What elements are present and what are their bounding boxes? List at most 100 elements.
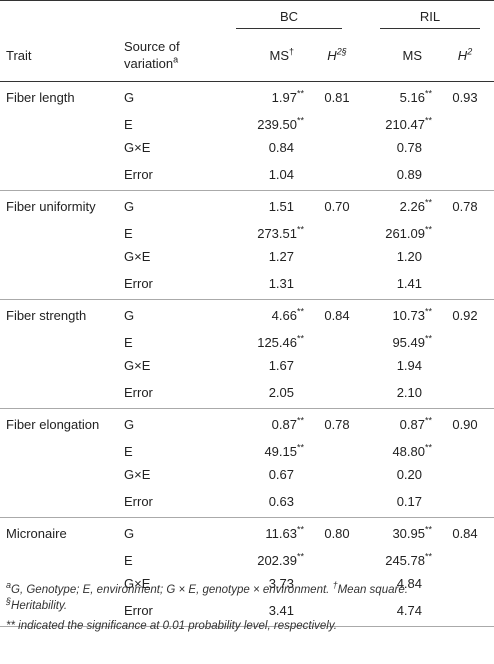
cell-bc-h2 — [308, 113, 366, 136]
cell-ril-ms: 30.95** — [392, 524, 432, 541]
cell-bc-h2 — [308, 463, 366, 486]
cell-ril-h2 — [436, 354, 494, 377]
cell-ril-h2: 0.90 — [452, 417, 478, 432]
header-ril-ms: MS — [402, 47, 423, 63]
cell-source: Error — [124, 377, 212, 409]
header-empty-source — [124, 1, 212, 30]
cell-bc-ms: 125.46** — [257, 333, 304, 350]
cell-source: G×E — [124, 358, 151, 373]
cell-bc-h2 — [308, 486, 366, 518]
table-row: Error 1.04 0.89 — [0, 159, 494, 191]
cell-trait — [0, 463, 124, 486]
cell-source: G — [124, 199, 135, 214]
cell-trait: Fiber strength — [6, 308, 87, 323]
cell-bc-ms: 11.63** — [265, 524, 304, 541]
cell-source: G — [124, 90, 135, 105]
footnote-3: ** indicated the significance at 0.01 pr… — [6, 620, 337, 632]
table-row: E 202.39** 245.78** — [0, 549, 494, 572]
cell-source: E — [124, 226, 133, 241]
cell-bc-ms: 1.51 — [268, 199, 294, 214]
cell-ril-ms: 48.80** — [392, 442, 432, 459]
cell-bc-ms: 1.67 — [268, 358, 294, 373]
cell-ril-h2 — [436, 222, 494, 245]
table-row: G×E 1.67 1.94 — [0, 354, 494, 377]
cell-ril-ms: 1.20 — [396, 249, 422, 264]
header-bc-ms: MS† — [269, 46, 294, 63]
cell-trait — [0, 113, 124, 136]
cell-ril-h2 — [436, 549, 494, 572]
table-row: G×E 0.84 0.78 — [0, 136, 494, 159]
cell-ril-h2: 0.78 — [452, 199, 478, 214]
cell-bc-ms: 4.66** — [271, 306, 304, 323]
cell-source: G — [124, 308, 135, 323]
cell-trait: Fiber length — [6, 90, 75, 105]
cell-source: E — [124, 117, 133, 132]
cell-bc-ms: 1.97** — [271, 88, 304, 105]
cell-source: G×E — [124, 249, 151, 264]
cell-ril-ms: 0.20 — [396, 467, 422, 482]
table-row: Micronaire G 11.63** 0.80 30.95** 0.84 — [0, 518, 494, 550]
cell-bc-ms: 49.15** — [264, 442, 304, 459]
cell-bc-h2 — [308, 549, 366, 572]
cell-trait — [0, 377, 124, 409]
cell-trait: Fiber elongation — [6, 417, 100, 432]
cell-ril-h2 — [436, 486, 494, 518]
footnotes: aG, Genotype; E, environment; G × E, gen… — [6, 580, 490, 634]
cell-bc-h2 — [308, 377, 366, 409]
cell-trait — [0, 549, 124, 572]
cell-bc-h2: 0.81 — [324, 90, 350, 105]
cell-source: Error — [124, 595, 212, 627]
table-row: Fiber elongation G 0.87** 0.78 0.87** 0.90 — [0, 409, 494, 441]
cell-trait — [0, 440, 124, 463]
cell-source: G×E — [124, 140, 151, 155]
cell-bc-ms: 0.87** — [271, 415, 304, 432]
header-ril-h2: H2 — [457, 46, 473, 63]
cell-trait: Micronaire — [6, 526, 67, 541]
cell-source: Error — [124, 486, 212, 518]
cell-bc-h2 — [308, 354, 366, 377]
cell-bc-h2 — [308, 331, 366, 354]
cell-ril-ms: 2.26** — [399, 197, 432, 214]
cell-source: G×E — [124, 576, 151, 591]
cell-ril-h2 — [436, 159, 494, 191]
table-row: G×E 1.27 1.20 — [0, 245, 494, 268]
cell-bc-h2 — [308, 268, 366, 300]
cell-source: E — [124, 553, 133, 568]
cell-bc-ms: 273.51** — [257, 224, 304, 241]
cell-ril-h2 — [436, 245, 494, 268]
cell-bc-ms: 202.39** — [257, 551, 304, 568]
cell-bc-h2 — [308, 159, 366, 191]
group-ril-label: RIL — [379, 9, 481, 29]
cell-bc-h2: 0.84 — [324, 308, 350, 323]
cell-bc-ms: 3.41 — [212, 595, 308, 627]
header-empty-trait — [0, 1, 124, 30]
cell-bc-ms: 1.31 — [212, 268, 308, 300]
table-row: Error 2.05 2.10 — [0, 377, 494, 409]
cell-trait — [0, 354, 124, 377]
table-row: E 125.46** 95.49** — [0, 331, 494, 354]
cell-source: Error — [124, 159, 212, 191]
group-bc-label: BC — [235, 9, 343, 29]
cell-bc-h2: 0.70 — [324, 199, 350, 214]
table-row: E 49.15** 48.80** — [0, 440, 494, 463]
cell-ril-h2 — [436, 595, 494, 627]
table-row: Error 1.31 1.41 — [0, 268, 494, 300]
header-sub-row: Trait Source of variationa MS† H2§ MS H2 — [0, 29, 494, 82]
header-bc-h2: H2§ — [327, 46, 347, 63]
footnote-2: §Heritability. — [6, 596, 68, 612]
cell-ril-h2 — [436, 377, 494, 409]
footnote-1: aG, Genotype; E, environment; G × E, gen… — [6, 580, 408, 596]
cell-ril-ms: 0.87** — [399, 415, 432, 432]
cell-bc-h2 — [308, 440, 366, 463]
cell-trait — [0, 159, 124, 191]
header-group-ril: RIL — [366, 1, 494, 29]
cell-ril-ms: 210.47** — [385, 115, 432, 132]
cell-source: G×E — [124, 467, 151, 482]
cell-trait — [0, 486, 124, 518]
cell-ril-ms: 0.17 — [366, 486, 436, 518]
table-row: Error 3.41 4.74 — [0, 595, 494, 627]
table-row: G×E 3.73 4.84 — [0, 572, 494, 595]
cell-bc-h2 — [308, 222, 366, 245]
cell-trait — [0, 136, 124, 159]
